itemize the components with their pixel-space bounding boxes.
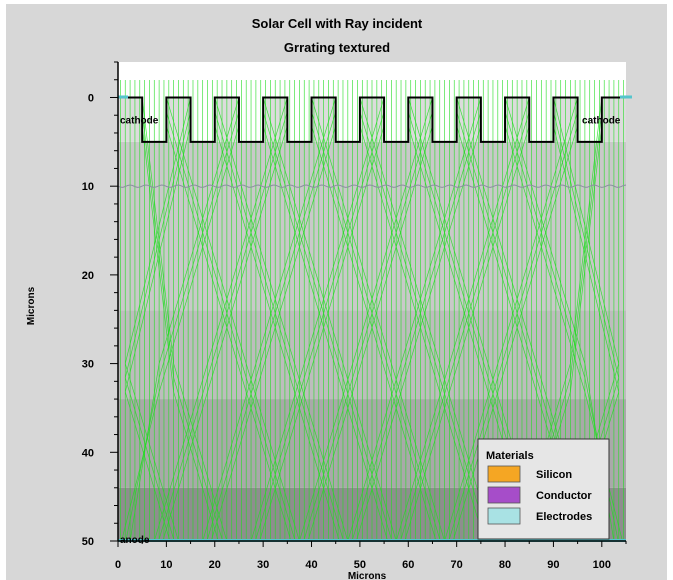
grating-outline bbox=[118, 96, 626, 143]
ray-oblique bbox=[153, 97, 288, 541]
x-tick-label: 60 bbox=[402, 559, 414, 571]
y-tick-label: 20 bbox=[82, 270, 94, 282]
ray-oblique bbox=[254, 111, 385, 541]
legend-label-silicon: Silicon bbox=[536, 469, 572, 481]
x-tick-label: 80 bbox=[499, 559, 511, 571]
x-tick-label: 20 bbox=[209, 559, 221, 571]
ray-oblique bbox=[210, 125, 337, 541]
ray-oblique bbox=[129, 97, 240, 541]
x-tick-label: 50 bbox=[354, 559, 366, 571]
x-tick-label: 90 bbox=[547, 559, 559, 571]
y-tick-label: 40 bbox=[82, 447, 94, 459]
legend-swatch-conductor bbox=[487, 486, 521, 504]
x-tick-label: 100 bbox=[593, 559, 611, 571]
ray-oblique bbox=[124, 125, 191, 541]
ray-oblique bbox=[359, 125, 485, 541]
ray-oblique bbox=[121, 125, 240, 541]
ray-oblique bbox=[166, 125, 292, 541]
ray-oblique bbox=[214, 125, 340, 541]
ray-oblique bbox=[214, 97, 349, 541]
ray-oblique bbox=[262, 111, 393, 541]
x-axis-label: Microns bbox=[348, 571, 387, 580]
legend-swatch-electrodes bbox=[487, 507, 521, 525]
ray-oblique bbox=[355, 125, 482, 541]
ray-oblique bbox=[452, 125, 578, 541]
axes: 0 10 20 30 40 50 60 70 80 90 100 0 10 20 30 40 50 bbox=[82, 61, 627, 571]
x-tick-label: 30 bbox=[257, 559, 269, 571]
ray-oblique bbox=[141, 97, 228, 541]
y-tick-label: 30 bbox=[82, 359, 94, 371]
ray-oblique bbox=[504, 125, 623, 541]
ray-oblique bbox=[166, 111, 296, 541]
ray-oblique bbox=[162, 125, 288, 541]
ray-oblique bbox=[262, 97, 397, 541]
ray-oblique bbox=[262, 125, 389, 541]
ray-oblique bbox=[311, 111, 441, 541]
ray-oblique bbox=[124, 111, 191, 541]
ray-oblique bbox=[307, 125, 433, 541]
y-tick-label: 10 bbox=[82, 181, 94, 193]
ray-oblique bbox=[359, 111, 490, 541]
ray-oblique bbox=[214, 111, 344, 541]
region-label-cathode: cathode bbox=[120, 116, 159, 127]
junction-line bbox=[117, 184, 627, 188]
ray-oblique bbox=[359, 97, 494, 541]
y-tick-label: 50 bbox=[82, 536, 94, 548]
legend-title: Materials bbox=[486, 450, 534, 462]
ray-oblique bbox=[311, 97, 445, 541]
ray-oblique bbox=[351, 111, 482, 541]
ray-oblique bbox=[311, 125, 437, 541]
cathode-electrode-right bbox=[620, 95, 632, 99]
x-tick-label: 40 bbox=[305, 559, 317, 571]
ray-oblique bbox=[259, 125, 385, 541]
chart-title: Solar Cell with Ray incident bbox=[252, 16, 423, 31]
ray-oblique bbox=[158, 111, 288, 541]
cathode-electrode-left bbox=[118, 95, 128, 99]
chart-subtitle: Grrating textured bbox=[284, 40, 390, 55]
ray-oblique bbox=[206, 111, 337, 541]
x-tick-label: 10 bbox=[160, 559, 172, 571]
ray-oblique bbox=[400, 111, 530, 541]
ray-oblique bbox=[125, 111, 240, 541]
ray-oblique bbox=[166, 97, 300, 541]
y-tick-label: 0 bbox=[88, 92, 94, 104]
region-label-cathode: cathode bbox=[582, 116, 621, 127]
ray-oblique bbox=[141, 111, 223, 541]
legend-label-electrodes: Electrodes bbox=[536, 511, 592, 523]
legend-swatch-silicon bbox=[487, 465, 521, 483]
ray-oblique bbox=[124, 97, 191, 541]
legend-label-conductor: Conductor bbox=[536, 490, 592, 502]
x-tick-label: 0 bbox=[115, 559, 121, 571]
ray-oblique bbox=[141, 125, 219, 541]
ray-oblique bbox=[303, 111, 433, 541]
y-axis-label: Microns bbox=[26, 286, 37, 325]
ray-oblique bbox=[404, 125, 530, 541]
ray-oblique bbox=[448, 111, 578, 541]
x-tick-label: 70 bbox=[451, 559, 463, 571]
